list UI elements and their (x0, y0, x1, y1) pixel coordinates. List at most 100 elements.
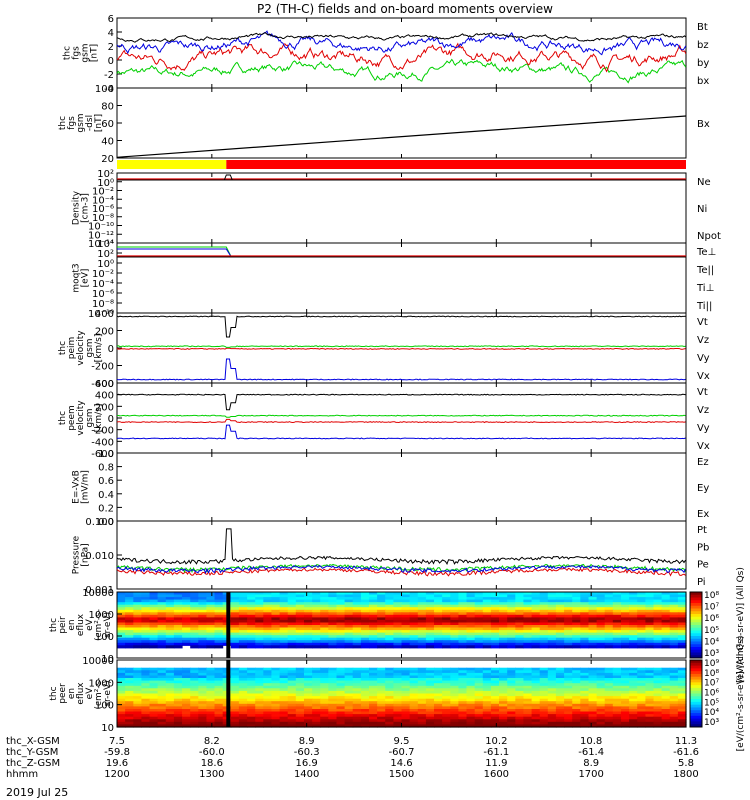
spectrogram-cell (417, 640, 427, 644)
y-tick-label: 10⁻⁶ (92, 204, 114, 215)
spectrogram-cell (637, 597, 646, 601)
spectrogram-cell (344, 701, 354, 705)
spectrogram-cell (247, 701, 256, 705)
spectrogram-cell (677, 688, 687, 692)
spectrogram-cell (523, 693, 533, 697)
spectrogram-cell (588, 640, 598, 644)
spectrogram-cell (393, 709, 403, 713)
y-axis-label-line: gsm (85, 338, 95, 357)
spectrogram-cell (133, 604, 142, 608)
spectrogram-cell (125, 719, 134, 723)
spectrogram-cell (409, 592, 419, 596)
spectrogram-cell (490, 632, 500, 636)
spectrogram-cell (604, 711, 614, 715)
spectrogram-cell (612, 617, 622, 621)
spectrogram-cell (572, 667, 581, 671)
y-tick-label: -4 (104, 84, 114, 95)
spectrogram-cell (141, 617, 151, 621)
spectrogram-cell (499, 622, 508, 626)
spectrogram-cell (588, 612, 598, 616)
spectrogram-cell (490, 597, 500, 601)
legend-entry: Vt (697, 317, 708, 328)
spectrogram-cell (182, 693, 191, 697)
spectrogram-cell (352, 619, 362, 623)
spectrogram-cell (466, 703, 476, 707)
spectrogram-cell (401, 617, 411, 621)
spectrogram-cell (304, 701, 313, 705)
spectrogram-cell (287, 683, 297, 687)
colorbar-tick-label: 10⁶ (704, 614, 719, 624)
spectrogram-cell (247, 685, 256, 689)
spectrogram-cell (344, 667, 354, 671)
x-axis-value: 1200 (104, 769, 129, 780)
spectrogram-cell (507, 607, 516, 611)
spectrogram-cell (320, 622, 329, 626)
spectrogram-cell (523, 617, 533, 621)
spectrogram-cell (198, 594, 207, 598)
spectrogram-cell (604, 685, 614, 689)
spectrogram-cell (263, 630, 272, 634)
spectrogram-cell (304, 678, 313, 682)
spectrogram-cell (247, 721, 256, 725)
spectrogram-cell (645, 706, 655, 710)
spectrogram-cell (344, 711, 354, 715)
spectrogram-cell (287, 706, 297, 710)
spectrogram-cell (206, 711, 216, 715)
spectrogram-cell (206, 696, 216, 700)
spectrogram-cell (515, 693, 524, 697)
spectrogram-cell (352, 698, 362, 702)
spectrogram-cell (645, 711, 655, 715)
spectrogram-cell (149, 597, 159, 601)
spectrogram-cell (393, 706, 403, 710)
spectrogram-cell (637, 630, 646, 634)
spectrogram-cell (173, 693, 183, 697)
spectrogram-cell (434, 711, 443, 715)
spectrogram-cell (117, 592, 126, 596)
spectrogram-cell (271, 685, 281, 689)
spectrogram-cell (547, 599, 557, 603)
spectrogram-cell (645, 632, 655, 636)
spectrogram-cell (637, 703, 646, 707)
spectrogram-cell (295, 604, 305, 608)
spectrogram-cell (604, 724, 614, 728)
spectrogram-cell (661, 690, 671, 695)
spectrogram-cell (523, 607, 533, 611)
spectrogram-cell (125, 627, 134, 631)
spectrogram-cell (572, 617, 581, 621)
spectrogram-cell (604, 701, 614, 705)
spectrogram-cell (173, 642, 183, 646)
spectrogram-cell (442, 698, 451, 702)
spectrogram-cell (287, 637, 297, 641)
spectrogram-cell (580, 683, 589, 687)
spectrogram-cell (547, 670, 557, 674)
spectrogram-cell (214, 698, 224, 702)
spectrogram-cell (523, 703, 533, 707)
spectrogram-cell (425, 625, 435, 629)
spectrogram-cell (287, 724, 297, 728)
spectrogram-cell (425, 622, 435, 626)
spectrogram-cell (442, 680, 451, 684)
spectrogram-cell (653, 670, 663, 674)
spectrogram-cell (320, 632, 329, 636)
spectrogram-cell (612, 675, 622, 679)
spectrogram-cell (344, 637, 354, 641)
spectrogram-cell (580, 645, 589, 649)
spectrogram-cell (637, 622, 646, 626)
spectrogram-cell (669, 688, 679, 692)
spectrogram-cell (637, 642, 646, 646)
spectrogram-cell (531, 622, 541, 626)
spectrogram-cell (621, 622, 630, 626)
spectrogram-cell (352, 714, 362, 718)
spectrogram-cell (555, 709, 565, 713)
spectrogram-cell (247, 597, 256, 601)
spectrogram-cell (531, 645, 541, 649)
spectrogram-cell (141, 635, 151, 639)
spectrogram-cell (328, 680, 337, 684)
spectrogram-cell (165, 597, 175, 601)
spectrogram-cell (539, 614, 549, 618)
spectrogram-cell (401, 680, 411, 684)
spectrogram-cell (474, 721, 484, 725)
spectrogram-cell (612, 714, 622, 718)
